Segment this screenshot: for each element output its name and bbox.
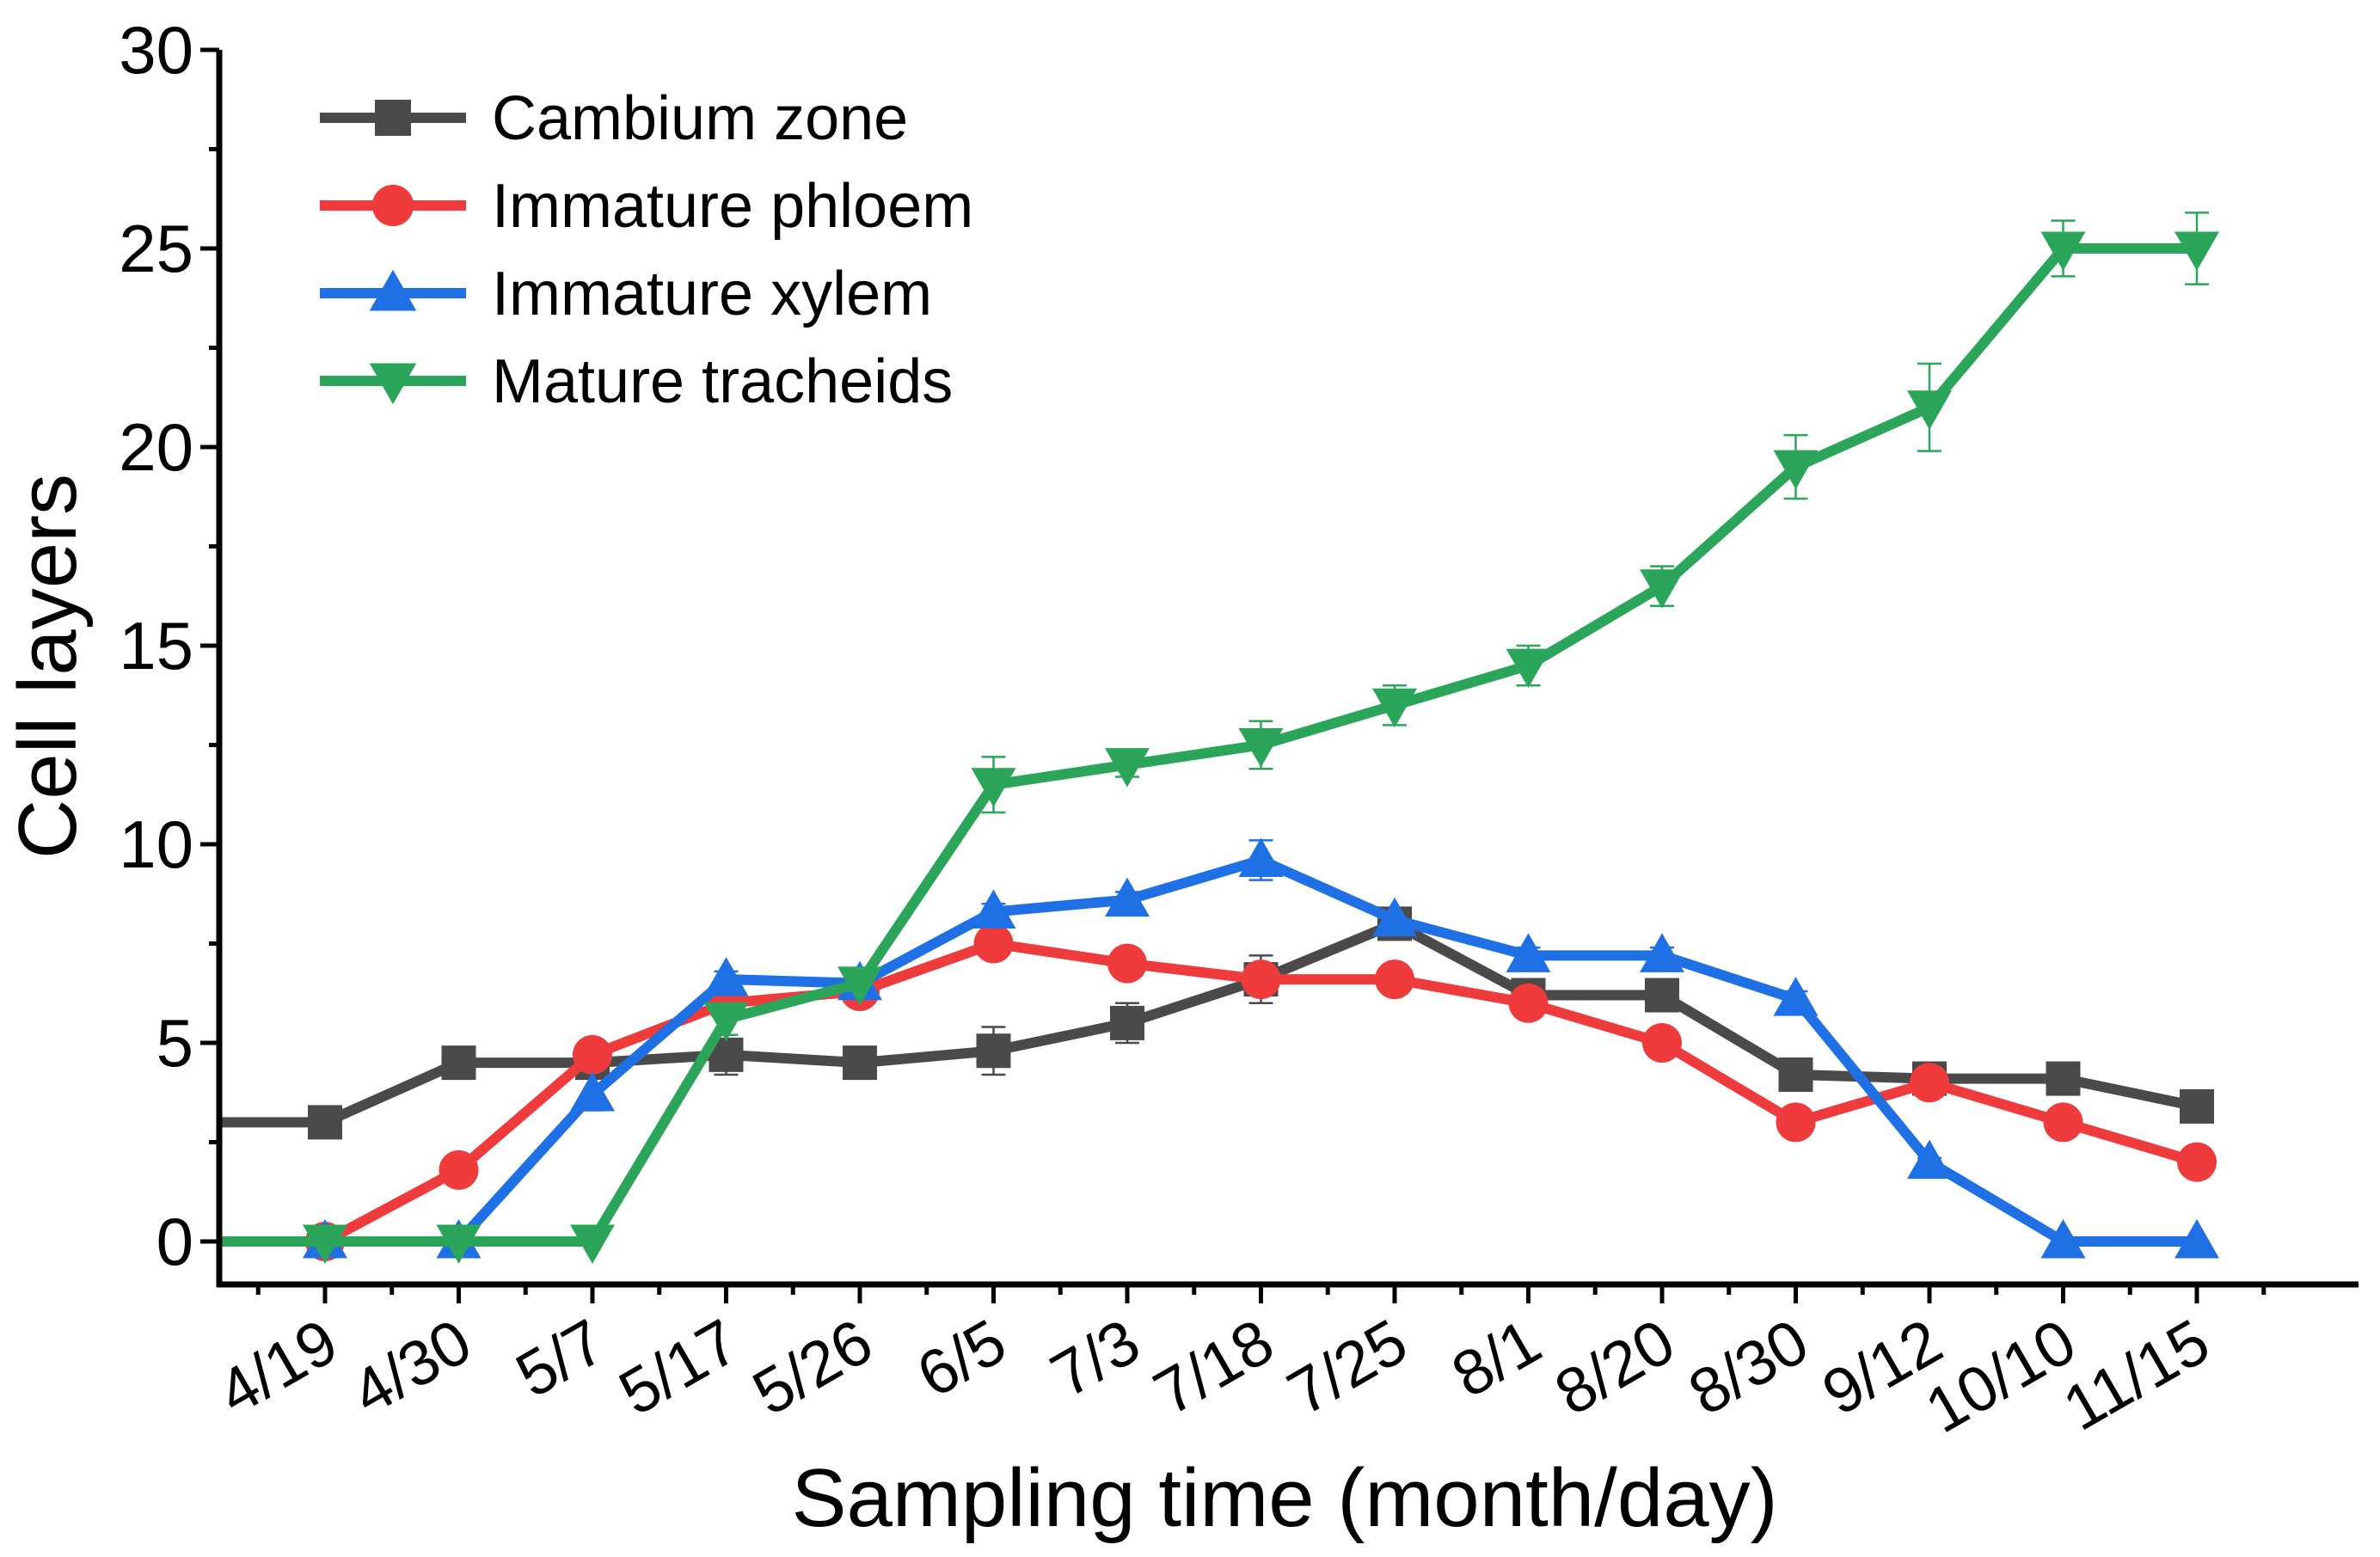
data-point-triangle-down — [570, 1224, 615, 1264]
data-point-triangle-down — [303, 1224, 347, 1264]
data-point-triangle-up — [1907, 1139, 1952, 1180]
x-axis-title: Sampling time (month/day) — [791, 1452, 1777, 1544]
data-point-circle — [1107, 943, 1147, 984]
data-point-triangle-up — [703, 957, 749, 996]
data-point-circle — [973, 923, 1014, 964]
data-point-triangle-up — [971, 889, 1016, 929]
x-tick-label: 5/17 — [607, 1305, 750, 1429]
data-point-circle — [1241, 959, 1281, 1000]
series-line — [219, 243, 2197, 1247]
x-tick-label: 4/30 — [340, 1305, 482, 1429]
data-point-triangle-down — [703, 1002, 749, 1042]
data-point-triangle-down — [436, 1224, 482, 1264]
data-point-square — [1110, 1005, 1144, 1040]
x-tick-label: 7/3 — [1039, 1305, 1151, 1411]
data-point-triangle-down — [1773, 450, 1819, 490]
x-tick-label: 7/25 — [1276, 1305, 1419, 1429]
data-point-circle — [573, 1034, 612, 1075]
data-point-triangle-down — [1105, 748, 1150, 788]
data-point-triangle-up — [1372, 897, 1417, 937]
data-point-square — [843, 1045, 877, 1081]
data-point-circle — [371, 184, 414, 227]
data-point-square — [976, 1033, 1011, 1069]
y-tick-label: 5 — [156, 1005, 193, 1081]
y-axis-ticks: 0 5 10 15 20 25 30 — [119, 12, 219, 1279]
legend-label: Cambium zone — [492, 84, 908, 153]
series-layer — [219, 231, 2219, 1264]
y-tick-label: 30 — [119, 12, 193, 88]
legend: Cambium zone Immature phloem Immature xyle… — [320, 84, 973, 416]
series-immature-phloem — [305, 923, 2217, 1261]
data-point-triangle-down — [1640, 569, 1684, 609]
legend-label: Mature tracheids — [492, 347, 953, 416]
axes — [216, 50, 2359, 1288]
data-point-triangle-up — [570, 1072, 615, 1112]
legend-label: Immature phloem — [492, 172, 973, 241]
data-point-circle — [1642, 1023, 1682, 1063]
x-tick-label: 8/30 — [1677, 1305, 1819, 1429]
data-point-triangle-down — [837, 966, 882, 1006]
data-point-square — [2180, 1088, 2214, 1124]
x-axis-ticks: 4/194/30 5/75/175/26 6/5 7/37/187/25 8/18/20… — [206, 1284, 2267, 1446]
data-point-circle — [2043, 1102, 2083, 1143]
x-tick-label: 7/18 — [1142, 1305, 1285, 1429]
y-tick-label: 15 — [119, 608, 193, 683]
data-point-triangle-up — [2175, 1219, 2219, 1259]
data-point-triangle-down — [1372, 688, 1417, 728]
y-tick-label: 10 — [119, 806, 193, 882]
data-point-square — [308, 1105, 342, 1140]
data-point-triangle-down — [1506, 648, 1551, 689]
x-tick-label: 8/1 — [1440, 1305, 1553, 1411]
data-point-square — [2046, 1061, 2081, 1096]
series-mature-tracheids — [219, 231, 2219, 1264]
legend-label: Immature xylem — [492, 260, 932, 328]
y-tick-label: 0 — [156, 1204, 193, 1279]
data-point-square — [441, 1045, 476, 1081]
data-point-circle — [1910, 1063, 1949, 1103]
data-point-triangle-up — [369, 269, 417, 311]
data-point-triangle-up — [2040, 1219, 2086, 1259]
data-point-triangle-up — [1640, 933, 1684, 972]
data-point-triangle-up — [1238, 837, 1284, 877]
x-tick-label: 11/15 — [2052, 1305, 2221, 1444]
x-tick-label: 5/26 — [741, 1305, 884, 1429]
data-point-triangle-up — [1773, 977, 1819, 1016]
data-point-square — [1645, 978, 1679, 1013]
x-tick-label: 6/5 — [905, 1305, 1018, 1411]
data-point-circle — [439, 1149, 479, 1190]
series-immature-xylem — [303, 837, 2219, 1259]
x-tick-label: 8/20 — [1543, 1305, 1686, 1429]
legend-item: Mature tracheids — [320, 347, 953, 416]
data-point-circle — [1508, 983, 1549, 1023]
data-point-triangle-down — [1907, 390, 1952, 430]
data-point-triangle-up — [1506, 933, 1551, 972]
legend-item: Immature xylem — [320, 260, 932, 328]
data-point-circle — [2177, 1142, 2217, 1182]
y-axis-title: Cell layers — [2, 474, 94, 859]
series-cambium-zone — [219, 906, 2214, 1140]
legend-item: Cambium zone — [320, 84, 908, 153]
data-point-square — [375, 100, 411, 136]
y-tick-label: 25 — [119, 211, 193, 286]
data-point-circle — [1776, 1102, 1816, 1143]
data-point-triangle-down — [369, 363, 417, 405]
data-point-triangle-down — [2175, 231, 2219, 271]
data-point-triangle-up — [1105, 877, 1150, 917]
data-point-triangle-down — [1238, 728, 1284, 768]
data-point-square — [1778, 1057, 1813, 1092]
data-point-circle — [1375, 959, 1414, 1000]
data-point-triangle-down — [2040, 231, 2086, 271]
y-tick-label: 20 — [119, 409, 193, 485]
legend-item: Immature phloem — [320, 172, 973, 241]
x-tick-label: 5/7 — [504, 1305, 616, 1411]
x-tick-label: 4/19 — [206, 1305, 349, 1429]
data-point-triangle-down — [971, 768, 1016, 807]
